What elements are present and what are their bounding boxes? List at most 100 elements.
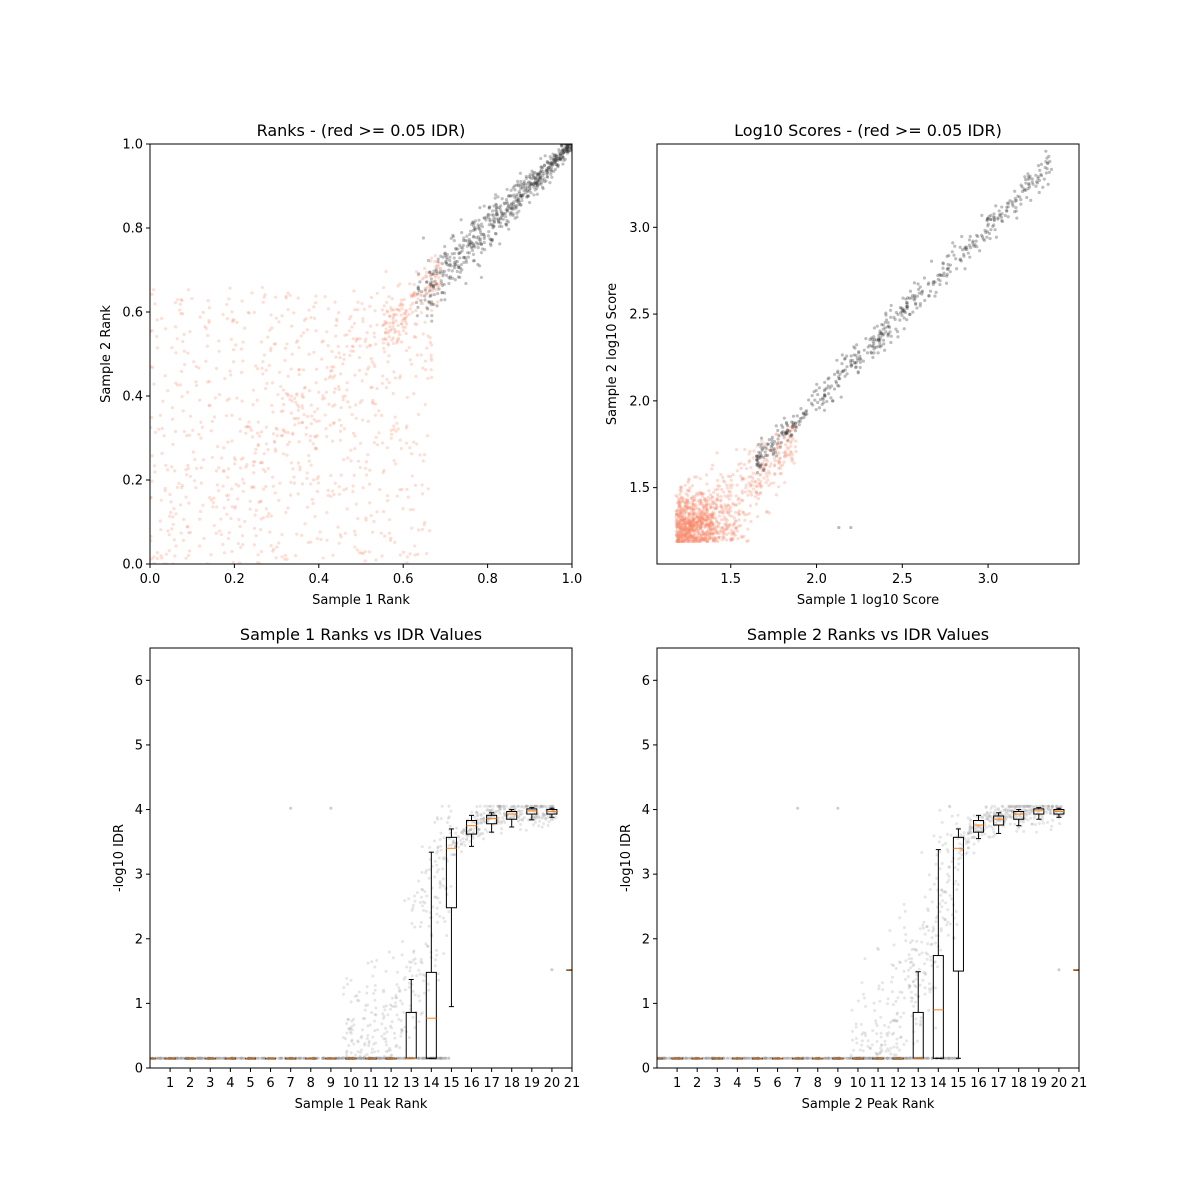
scatter-point-black: [483, 237, 486, 240]
scatter-point-red: [359, 442, 362, 445]
scatter-point-red: [171, 418, 174, 421]
scatter-point-red: [358, 337, 361, 340]
scatter-point-red: [400, 447, 403, 450]
scatter-point-red: [183, 430, 186, 433]
scatter-point-red: [348, 317, 351, 320]
scatter-point-red: [683, 503, 686, 506]
scatter-point-red: [186, 351, 189, 354]
idr-point: [922, 921, 925, 924]
idr-point: [408, 960, 411, 963]
scatter-point-red: [373, 441, 376, 444]
scatter-point-red: [743, 477, 746, 480]
scatter-point-red: [679, 485, 682, 488]
scatter-point-red: [266, 448, 269, 451]
scatter-point-black: [1025, 196, 1028, 199]
scatter-point-black: [566, 146, 569, 149]
scatter-point-black: [443, 283, 446, 286]
scatter-point-black: [909, 290, 912, 293]
scatter-point-red: [762, 477, 765, 480]
scatter-point-red: [333, 374, 336, 377]
scatter-point-black: [467, 256, 470, 259]
scatter-point-black: [850, 354, 853, 357]
scatter-point-red: [388, 381, 391, 384]
x-tick-label: 15: [443, 1076, 460, 1091]
scatter-point-red: [384, 270, 387, 273]
scatter-point-red: [328, 376, 331, 379]
idr-point: [1042, 822, 1045, 825]
scatter-point-red: [711, 502, 714, 505]
scatter-point-black: [906, 301, 909, 304]
scatter-point-black: [477, 235, 480, 238]
idr-point: [460, 831, 463, 834]
scatter-point-red: [697, 511, 700, 514]
idr-point: [422, 900, 425, 903]
scatter-point-red: [350, 325, 353, 328]
idr-point: [411, 974, 414, 977]
idr-point: [910, 996, 913, 999]
scatter-point-black: [760, 437, 763, 440]
scatter-point-black: [823, 381, 826, 384]
scatter-point-red: [752, 487, 755, 490]
scatter-point-red: [243, 327, 246, 330]
idr-point: [532, 823, 535, 826]
scatter-point-red: [350, 413, 353, 416]
idr-point: [373, 999, 376, 1002]
scatter-point-red: [734, 503, 737, 506]
scatter-point-black: [1034, 185, 1037, 188]
scatter-point-red: [227, 498, 230, 501]
idr-point: [394, 1001, 397, 1004]
scatter-point-black: [978, 249, 981, 252]
scatter-point-red: [708, 537, 711, 540]
scatter-point-red: [304, 433, 307, 436]
idr-point: [300, 1057, 303, 1060]
idr-point: [418, 1020, 421, 1023]
scatter-point-red: [339, 406, 342, 409]
scatter-point-red: [315, 368, 318, 371]
idr-point: [484, 828, 487, 831]
scatter-point-black: [780, 441, 783, 444]
scatter-point-red: [290, 325, 293, 328]
scatter-point-black: [790, 433, 793, 436]
scatter-point-red: [758, 484, 761, 487]
scatter-point-red: [197, 433, 200, 436]
scatter-point-red: [436, 300, 439, 303]
scatter-point-red: [324, 427, 327, 430]
idr-point: [967, 837, 970, 840]
scatter-point-red: [430, 343, 433, 346]
scatter-point-red: [191, 429, 194, 432]
scatter-point-red: [395, 422, 398, 425]
scatter-point-red: [752, 449, 755, 452]
scatter-point-red: [297, 440, 300, 443]
scatter-point-black: [477, 246, 480, 249]
scatter-point-black: [480, 251, 483, 254]
idr-point: [398, 1046, 401, 1049]
scatter-point-black: [998, 209, 1001, 212]
scatter-point-red: [314, 435, 317, 438]
scatter-point-red: [253, 460, 256, 463]
scatter-point-red: [373, 365, 376, 368]
scatter-point-red: [172, 507, 175, 510]
scatter-point-red: [234, 343, 237, 346]
scatter-point-red: [391, 325, 394, 328]
scatter-point-red: [750, 480, 753, 483]
box-layer: [145, 805, 577, 1060]
scatter-point-red: [356, 301, 359, 304]
scatter-point-red: [736, 537, 739, 540]
scatter-point-red: [221, 484, 224, 487]
scatter-point-red: [232, 348, 235, 351]
idr-point: [401, 940, 404, 943]
idr-point: [960, 849, 963, 852]
scatter-point-red: [168, 493, 171, 496]
scatter-point-black: [1016, 195, 1019, 198]
scatter-point-black: [544, 154, 547, 157]
scatter-point-red: [288, 440, 291, 443]
scatter-point-red: [308, 460, 311, 463]
scatter-point-red: [282, 388, 285, 391]
scatter-point-red: [405, 442, 408, 445]
scatter-point-red: [311, 498, 314, 501]
scatter-point-red: [325, 391, 328, 394]
scatter-point-red: [764, 481, 767, 484]
scatter-point-red: [263, 353, 266, 356]
scatter-point-black: [871, 356, 874, 359]
scatter-point-black: [519, 187, 522, 190]
